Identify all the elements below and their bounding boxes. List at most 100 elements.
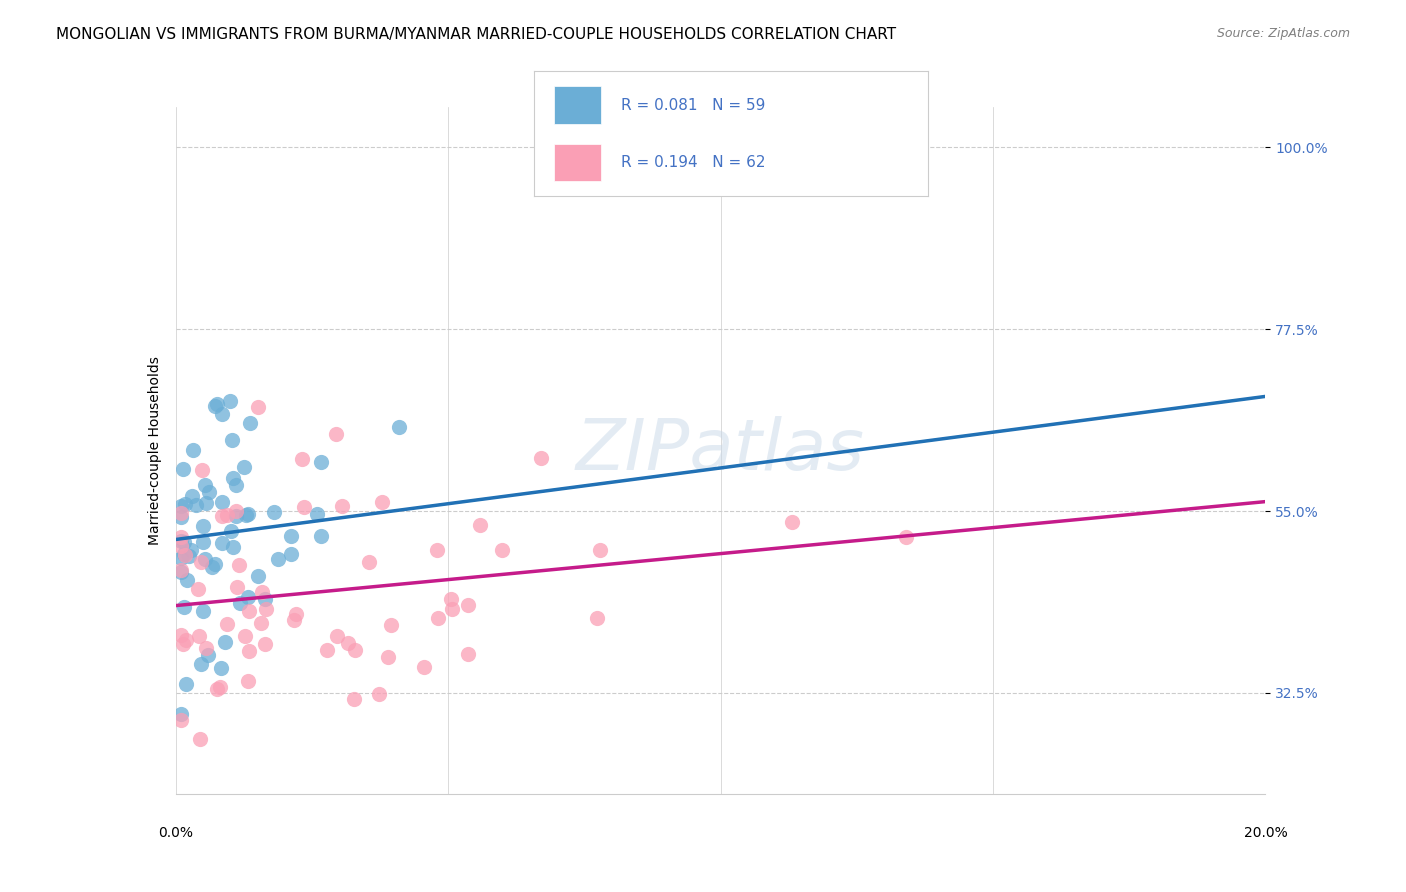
Y-axis label: Married-couple Households: Married-couple Households [148, 356, 162, 545]
Point [172, 461, 194, 475]
Point [170, 563, 193, 577]
Point [174, 677, 197, 691]
Point [250, 585, 273, 599]
Point [204, 399, 226, 413]
Point [470, 518, 492, 533]
Point [211, 536, 233, 550]
Point [186, 498, 208, 512]
Point [267, 552, 290, 566]
Point [427, 611, 450, 625]
Point [359, 556, 381, 570]
Point [176, 573, 198, 587]
Point [253, 637, 276, 651]
Point [221, 471, 243, 485]
Point [233, 460, 256, 475]
Point [316, 642, 339, 657]
Point [170, 714, 193, 728]
Point [343, 691, 366, 706]
Point [173, 548, 195, 562]
Point [247, 400, 270, 414]
Point [170, 530, 193, 544]
Point [197, 648, 219, 663]
Point [228, 558, 250, 573]
Point [326, 629, 349, 643]
Point [254, 601, 277, 615]
Point [440, 602, 463, 616]
Point [413, 660, 436, 674]
Point [238, 644, 260, 658]
Point [236, 591, 259, 605]
Point [426, 543, 449, 558]
Point [222, 540, 245, 554]
Point [280, 547, 302, 561]
Point [238, 604, 260, 618]
Point [225, 478, 247, 492]
Point [180, 542, 202, 557]
Point [194, 478, 217, 492]
Point [181, 489, 204, 503]
Point [214, 634, 236, 648]
Point [187, 629, 209, 643]
Point [170, 627, 193, 641]
Point [219, 524, 242, 538]
Point [336, 636, 359, 650]
Point [370, 494, 392, 508]
Point [211, 407, 233, 421]
Point [440, 591, 463, 606]
Point [170, 539, 193, 553]
Point [190, 657, 212, 671]
Point [170, 566, 193, 580]
Point [388, 419, 411, 434]
Point [205, 397, 228, 411]
Point [284, 607, 307, 622]
Text: 20.0%: 20.0% [1243, 826, 1288, 840]
Point [198, 484, 221, 499]
Point [170, 499, 193, 513]
Point [190, 555, 212, 569]
Point [170, 534, 193, 549]
Point [254, 592, 277, 607]
Point [204, 557, 226, 571]
Point [188, 732, 211, 747]
Text: 0.0%: 0.0% [159, 826, 193, 840]
Point [173, 535, 195, 549]
Point [250, 615, 273, 630]
Point [586, 611, 609, 625]
Point [181, 443, 204, 458]
Point [191, 463, 214, 477]
Point [170, 706, 193, 721]
Point [225, 509, 247, 524]
Point [343, 643, 366, 657]
Text: R = 0.081   N = 59: R = 0.081 N = 59 [621, 97, 765, 112]
Point [173, 600, 195, 615]
Point [457, 598, 479, 612]
Point [211, 495, 233, 509]
Point [377, 650, 399, 665]
Point [896, 530, 918, 544]
Point [235, 629, 257, 643]
Point [380, 618, 402, 632]
Point [291, 451, 314, 466]
Bar [554, 87, 602, 124]
Point [239, 416, 262, 430]
Point [191, 518, 214, 533]
Point [280, 529, 302, 543]
Point [247, 569, 270, 583]
Point [209, 661, 232, 675]
Point [367, 687, 389, 701]
Point [201, 560, 224, 574]
Point [170, 551, 193, 566]
Point [195, 496, 218, 510]
Point [221, 433, 243, 447]
Point [236, 673, 259, 688]
Point [225, 504, 247, 518]
Text: R = 0.194   N = 62: R = 0.194 N = 62 [621, 155, 765, 170]
Bar [554, 144, 602, 181]
Point [457, 647, 479, 661]
Point [330, 500, 353, 514]
Text: Source: ZipAtlas.com: Source: ZipAtlas.com [1216, 27, 1350, 40]
Point [215, 616, 238, 631]
Point [307, 507, 329, 521]
Point [209, 681, 232, 695]
Point [226, 580, 249, 594]
